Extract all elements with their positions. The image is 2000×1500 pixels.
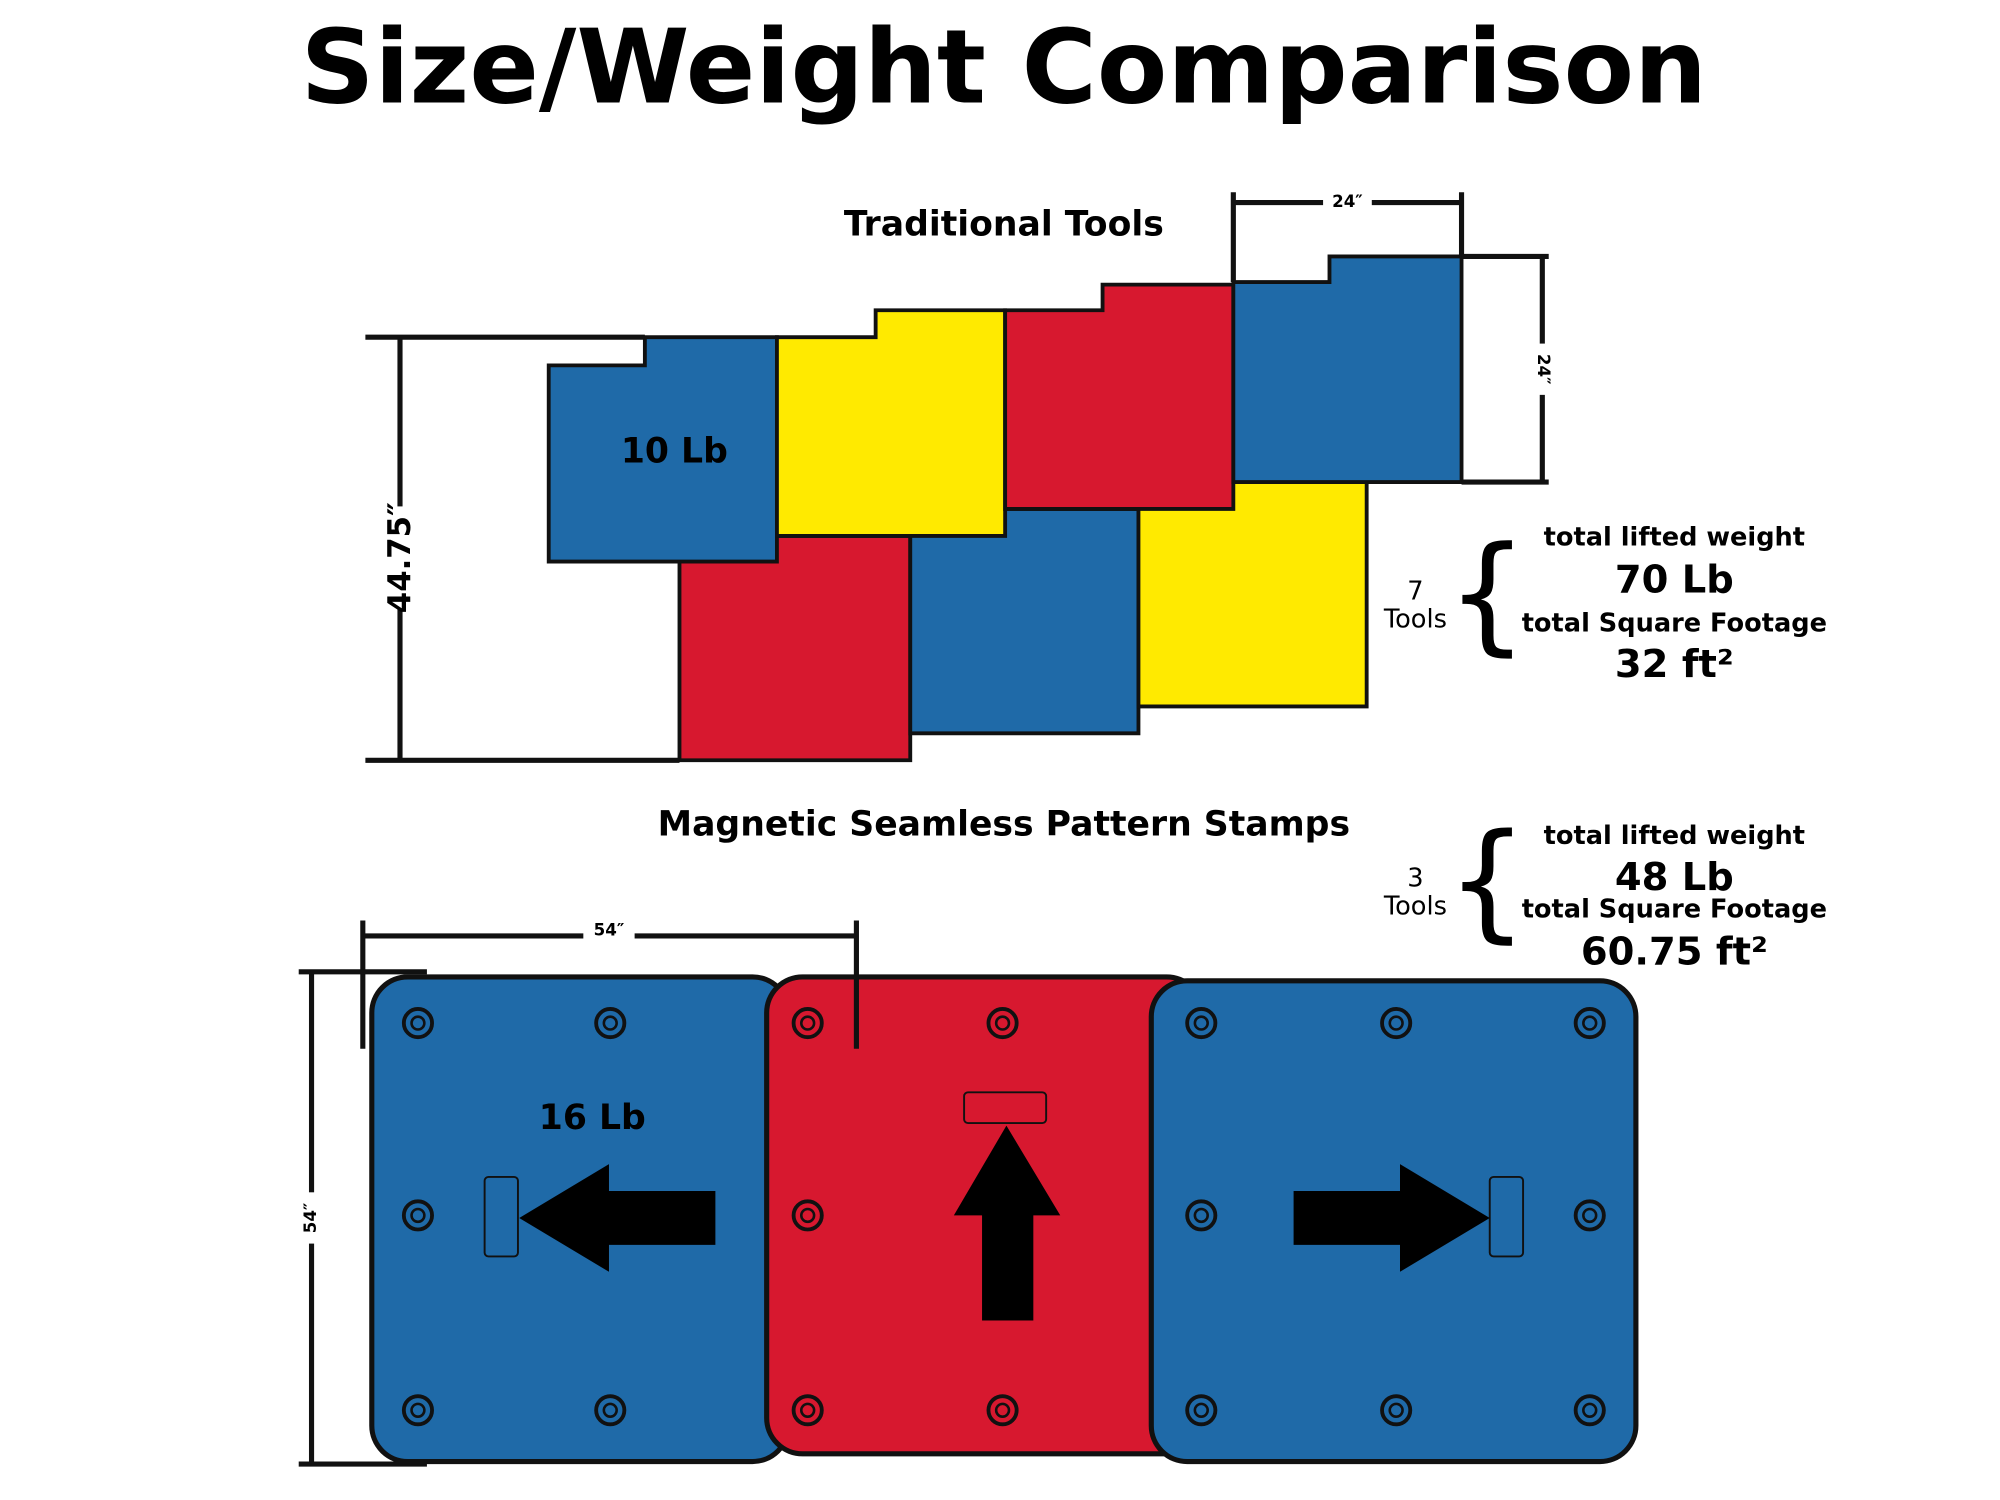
stamps: [369, 974, 1639, 1465]
arrow-up: [953, 1125, 1061, 1321]
magnet: [1185, 1199, 1218, 1232]
magnet-core: [1193, 1207, 1209, 1224]
tool-count-unit: Tools: [1383, 605, 1447, 635]
tile: [908, 507, 1141, 736]
area-value: 32 ft²: [1615, 642, 1734, 687]
dimension-label: 54″: [301, 1202, 320, 1233]
weight-value: 70 Lb: [1615, 558, 1734, 603]
magnet-core: [1193, 1015, 1209, 1031]
area-label: total Square Footage: [1522, 894, 1827, 924]
handle: [963, 1091, 1048, 1125]
weight-label: total lifted weight: [1544, 522, 1805, 552]
magnet: [791, 1007, 824, 1040]
magnet-core: [1582, 1402, 1598, 1418]
dimension-label: 24″: [1332, 192, 1363, 211]
magnet-core: [1388, 1402, 1404, 1418]
weight-value: 48 Lb: [1615, 855, 1734, 900]
magnet: [594, 1394, 627, 1427]
handle: [483, 1175, 519, 1258]
magnet: [401, 1394, 434, 1427]
arrow-right: [1293, 1164, 1490, 1272]
label-bg: [583, 920, 635, 942]
tool-weight: 10 Lb: [621, 432, 728, 472]
magnet-core: [994, 1402, 1011, 1418]
label-bg: [382, 506, 418, 609]
magnet: [1380, 1007, 1413, 1040]
area-label: total Square Footage: [1522, 608, 1827, 638]
magnet: [986, 1394, 1019, 1427]
area-value: 60.75 ft²: [1581, 929, 1768, 974]
title: Size/Weight Comparison: [301, 9, 1707, 128]
dimension-label: 54″: [594, 920, 625, 939]
magnet-core: [602, 1402, 618, 1418]
magnet: [1380, 1394, 1413, 1427]
label-bg: [1532, 343, 1553, 395]
brace: {: [1446, 520, 1528, 669]
tool-count-unit: Tools: [1383, 892, 1447, 922]
magnet: [1573, 1199, 1606, 1232]
section-heading: Magnetic Seamless Pattern Stamps: [658, 805, 1350, 845]
magnet-core: [410, 1015, 426, 1031]
magnet-core: [994, 1015, 1011, 1031]
magnet-core: [1193, 1402, 1209, 1418]
tool-count: 7: [1407, 576, 1423, 606]
brace: {: [1446, 807, 1528, 956]
tool-weight: 16 Lb: [539, 1098, 646, 1138]
tile: [1003, 282, 1236, 511]
section-heading: Traditional Tools: [844, 205, 1164, 245]
label-bg: [1323, 192, 1372, 213]
tile: [775, 308, 1008, 538]
magnet-core: [410, 1402, 426, 1418]
magnet-core: [800, 1207, 816, 1224]
dimension-label: 24″: [1534, 354, 1553, 385]
label-bg: [301, 1192, 322, 1244]
magnet: [791, 1199, 824, 1232]
magnet-core: [410, 1207, 426, 1224]
magnet: [1573, 1007, 1606, 1040]
magnet-core: [1582, 1207, 1598, 1224]
magnet: [401, 1007, 434, 1040]
magnet: [594, 1007, 627, 1040]
magnet-core: [1582, 1015, 1598, 1031]
magnet: [1573, 1394, 1606, 1427]
magnet: [401, 1199, 434, 1232]
tile: [1231, 254, 1464, 484]
handle: [1488, 1175, 1525, 1258]
tool-count: 3: [1407, 863, 1423, 893]
magnet-core: [800, 1015, 816, 1031]
weight-label: total lifted weight: [1544, 821, 1805, 851]
arrow-left: [519, 1164, 716, 1272]
traditional-tiles: [546, 254, 1464, 763]
magnet: [1185, 1007, 1218, 1040]
magnet: [986, 1007, 1019, 1040]
magnet-core: [800, 1402, 816, 1418]
magnet-core: [602, 1015, 618, 1031]
tile: [677, 533, 913, 763]
magnet: [1185, 1394, 1218, 1427]
magnet: [791, 1394, 824, 1427]
tile: [1136, 480, 1369, 709]
magnet-core: [1388, 1015, 1404, 1031]
dimension-label: 44.75″: [382, 502, 418, 613]
